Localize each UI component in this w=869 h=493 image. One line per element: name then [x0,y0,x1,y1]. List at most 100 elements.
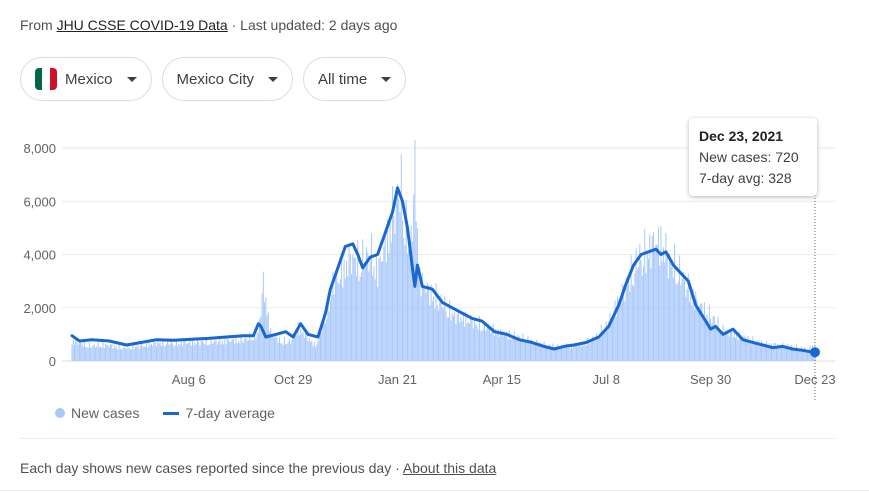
new-cases-bar [486,328,488,361]
new-cases-bar [516,339,518,361]
new-cases-bar [460,317,462,361]
y-tick-label: 0 [49,354,56,369]
new-cases-bar [547,345,549,361]
new-cases-bar [726,330,728,361]
new-cases-bar [76,342,78,361]
new-cases-bar [475,323,477,361]
new-cases-bar [588,342,590,361]
new-cases-bar [439,301,441,361]
new-cases-bar [244,338,246,361]
new-cases-bar [384,229,386,361]
country-dropdown[interactable]: Mexico [20,57,152,101]
new-cases-bar [324,323,326,361]
new-cases-bar [698,306,700,361]
footer-separator: · [391,460,403,476]
new-cases-bar [173,346,175,361]
new-cases-bar [498,336,500,361]
new-cases-bar [95,347,97,361]
new-cases-bar [322,320,324,361]
new-cases-bar [731,328,733,361]
new-cases-bar [431,300,433,361]
time-range-dropdown[interactable]: All time [303,57,407,101]
new-cases-bar [807,350,809,361]
new-cases-bar [215,340,217,361]
new-cases-bar [684,280,686,361]
new-cases-bar [292,333,294,361]
new-cases-bar [321,332,323,361]
new-cases-bar [180,340,182,361]
new-cases-bar [352,254,354,361]
new-cases-bar [347,276,349,361]
new-cases-bar [512,338,514,361]
new-cases-bar [603,330,605,361]
new-cases-bar [593,339,595,361]
new-cases-bar [96,346,98,361]
new-cases-bar [389,222,391,361]
new-cases-bar [654,251,656,361]
new-cases-bar [139,345,141,361]
new-cases-bar [187,343,189,361]
source-link[interactable]: JHU CSSE COVID-19 Data [56,17,228,33]
new-cases-bar [546,346,548,361]
new-cases-bar [276,337,278,361]
new-cases-bar [78,342,80,361]
new-cases-bar [364,265,366,361]
new-cases-bar [716,326,718,361]
new-cases-bar [295,336,297,361]
new-cases-bar [291,340,293,361]
new-cases-bar [77,344,79,361]
new-cases-bar [522,333,524,361]
region-dropdown[interactable]: Mexico City [161,57,294,101]
new-cases-bar [270,328,272,361]
new-cases-bar [513,331,515,361]
new-cases-bar [338,283,340,361]
new-cases-bar [219,337,221,361]
new-cases-bar [748,341,750,361]
new-cases-bar [213,341,215,361]
new-cases-bar [416,228,418,361]
new-cases-bar [377,287,379,361]
new-cases-bar [639,244,641,361]
new-cases-bar [717,316,719,361]
source-prefix: From [20,17,57,33]
new-cases-bar [686,288,688,361]
new-cases-bar [539,346,541,361]
about-data-link[interactable]: About this data [402,460,497,476]
new-cases-bar [727,330,729,361]
new-cases-bar [537,346,539,361]
new-cases-bar [655,244,657,361]
new-cases-bar [592,336,594,361]
new-cases-bar [753,343,755,361]
new-cases-bar [614,300,616,361]
new-cases-bar [521,340,523,361]
new-cases-bar [348,244,350,361]
new-cases-bar [414,139,416,361]
new-cases-bar [85,347,87,361]
new-cases-bar [625,277,627,361]
x-tick-label: Dec 23 [794,372,835,387]
new-cases-bar [245,337,247,361]
new-cases-bar [210,337,212,361]
new-cases-bar [194,342,196,361]
new-cases-bar [131,349,133,361]
new-cases-bar [582,342,584,361]
new-cases-bar [493,336,495,361]
new-cases-bar [756,342,758,361]
cases-chart[interactable]: 0 2,000 4,000 6,000 8,000 Aug 6 Oct 29 Jan 21 Ap… [0,110,869,400]
new-cases-bar [221,340,223,361]
new-cases-bar [423,285,425,361]
new-cases-bar [631,284,633,361]
new-cases-bar [235,336,237,361]
new-cases-bar [585,345,587,361]
new-cases-bar [271,335,273,361]
new-cases-bar [410,225,412,361]
x-tick-label: Oct 29 [274,372,312,387]
new-cases-bar [587,337,589,361]
new-cases-bar [398,198,400,361]
new-cases-bar [723,335,725,361]
new-cases-bar [779,344,781,361]
new-cases-bar [532,341,534,361]
new-cases-bar [640,259,642,361]
new-cases-bar [434,308,436,361]
new-cases-bar [269,331,271,361]
